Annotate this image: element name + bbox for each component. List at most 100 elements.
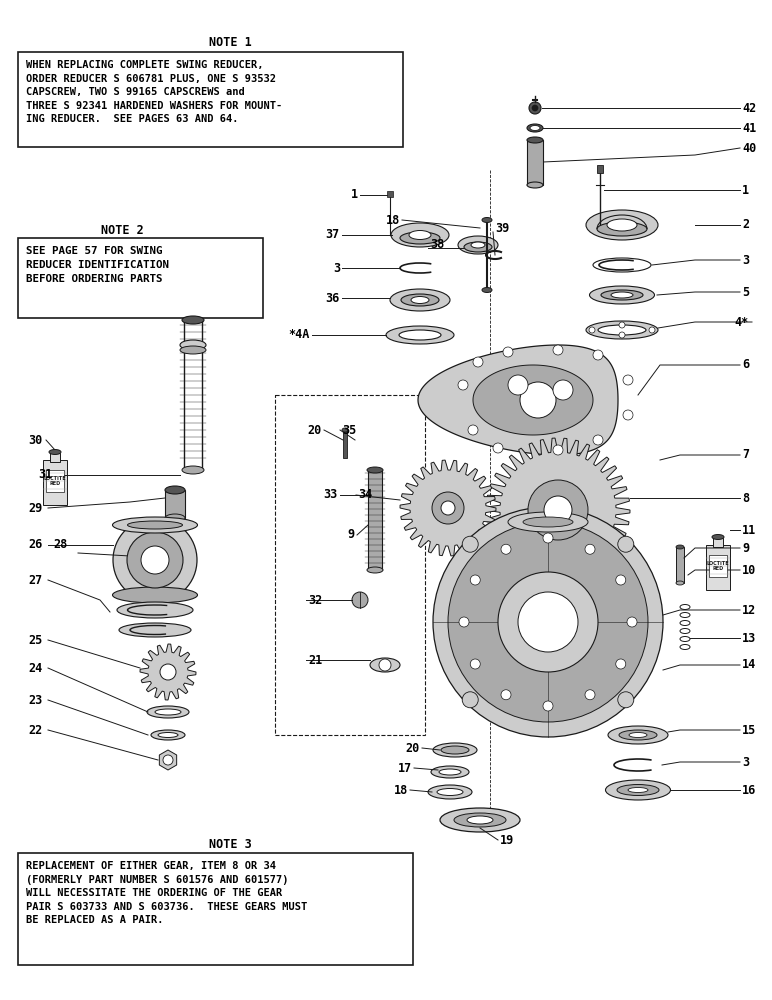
- Circle shape: [448, 522, 648, 722]
- Circle shape: [127, 532, 183, 588]
- Ellipse shape: [629, 732, 647, 738]
- Circle shape: [462, 692, 478, 708]
- Text: *4A: *4A: [289, 328, 310, 342]
- Ellipse shape: [617, 784, 659, 796]
- Ellipse shape: [400, 232, 440, 244]
- Bar: [709, 555, 727, 577]
- Text: 7: 7: [742, 448, 749, 462]
- Ellipse shape: [342, 428, 348, 432]
- Text: 9: 9: [742, 542, 749, 554]
- Circle shape: [585, 544, 595, 554]
- Circle shape: [529, 102, 541, 114]
- Text: 25: 25: [28, 634, 42, 647]
- Ellipse shape: [431, 766, 469, 778]
- Text: 18: 18: [394, 784, 408, 796]
- Circle shape: [553, 445, 563, 455]
- Text: 35: 35: [342, 424, 356, 436]
- Text: 11: 11: [742, 524, 757, 536]
- Text: 27: 27: [28, 574, 42, 586]
- Ellipse shape: [117, 602, 193, 618]
- Ellipse shape: [440, 808, 520, 832]
- Bar: [676, 547, 684, 583]
- Text: 9: 9: [348, 528, 355, 542]
- Ellipse shape: [619, 730, 657, 740]
- Ellipse shape: [608, 726, 668, 744]
- Text: 2: 2: [742, 219, 749, 232]
- Bar: [706, 545, 730, 590]
- Circle shape: [379, 659, 391, 671]
- Ellipse shape: [482, 288, 492, 292]
- Ellipse shape: [458, 236, 498, 254]
- Circle shape: [459, 617, 469, 627]
- Ellipse shape: [439, 769, 461, 775]
- Ellipse shape: [712, 534, 724, 540]
- Text: LOCTITE
RED: LOCTITE RED: [44, 476, 66, 486]
- Text: 21: 21: [308, 654, 322, 666]
- Circle shape: [553, 380, 573, 400]
- Text: 34: 34: [358, 488, 372, 502]
- Ellipse shape: [527, 137, 543, 143]
- Text: 38: 38: [430, 238, 444, 251]
- Ellipse shape: [530, 125, 540, 130]
- Text: 5: 5: [742, 286, 749, 298]
- Ellipse shape: [182, 316, 204, 324]
- Ellipse shape: [471, 242, 485, 248]
- Circle shape: [501, 690, 511, 700]
- Text: 14: 14: [742, 658, 757, 672]
- Text: 15: 15: [742, 724, 757, 736]
- Text: 40: 40: [742, 141, 757, 154]
- Ellipse shape: [523, 517, 573, 527]
- Ellipse shape: [482, 218, 492, 223]
- Ellipse shape: [155, 709, 181, 715]
- Ellipse shape: [454, 813, 506, 827]
- Ellipse shape: [601, 290, 643, 300]
- Ellipse shape: [165, 486, 185, 494]
- Circle shape: [649, 327, 655, 333]
- Text: 37: 37: [326, 229, 340, 241]
- Circle shape: [441, 501, 455, 515]
- Text: 39: 39: [495, 222, 510, 234]
- Text: 33: 33: [323, 488, 338, 502]
- Ellipse shape: [367, 467, 383, 473]
- Circle shape: [473, 357, 483, 367]
- Text: REPLACEMENT OF EITHER GEAR, ITEM 8 OR 34
(FORMERLY PART NUMBER S 601576 AND 6015: REPLACEMENT OF EITHER GEAR, ITEM 8 OR 34…: [26, 861, 307, 925]
- Ellipse shape: [586, 321, 658, 339]
- Ellipse shape: [180, 346, 206, 354]
- Circle shape: [141, 546, 169, 574]
- Bar: [597, 165, 603, 173]
- Circle shape: [113, 518, 197, 602]
- Text: 6: 6: [742, 359, 749, 371]
- Text: 18: 18: [386, 214, 400, 227]
- Circle shape: [623, 375, 633, 385]
- Circle shape: [498, 572, 598, 672]
- Ellipse shape: [598, 325, 646, 335]
- Circle shape: [493, 443, 503, 453]
- Ellipse shape: [676, 545, 684, 549]
- Bar: [18, 853, 413, 965]
- Ellipse shape: [607, 219, 637, 231]
- Ellipse shape: [508, 512, 588, 532]
- Bar: [43, 460, 67, 505]
- Text: WHEN REPLACING COMPLETE SWING REDUCER,
ORDER REDUCER S 606781 PLUS, ONE S 93532
: WHEN REPLACING COMPLETE SWING REDUCER, O…: [26, 60, 283, 124]
- Ellipse shape: [386, 326, 454, 344]
- Circle shape: [518, 592, 578, 652]
- Text: LOCTITE
RED: LOCTITE RED: [706, 561, 730, 571]
- Circle shape: [618, 536, 634, 552]
- Ellipse shape: [391, 223, 449, 247]
- Text: 3: 3: [742, 253, 749, 266]
- Text: 30: 30: [28, 434, 42, 446]
- Ellipse shape: [605, 780, 671, 800]
- Circle shape: [470, 575, 480, 585]
- Circle shape: [160, 664, 176, 680]
- Text: NOTE 2: NOTE 2: [100, 224, 144, 236]
- Circle shape: [593, 350, 603, 360]
- Text: 1: 1: [351, 188, 358, 202]
- Ellipse shape: [597, 222, 647, 236]
- Text: 12: 12: [742, 603, 757, 616]
- Circle shape: [623, 410, 633, 420]
- Ellipse shape: [411, 296, 429, 304]
- Text: 17: 17: [398, 762, 412, 774]
- Ellipse shape: [158, 732, 178, 738]
- Polygon shape: [400, 460, 496, 556]
- Circle shape: [462, 536, 478, 552]
